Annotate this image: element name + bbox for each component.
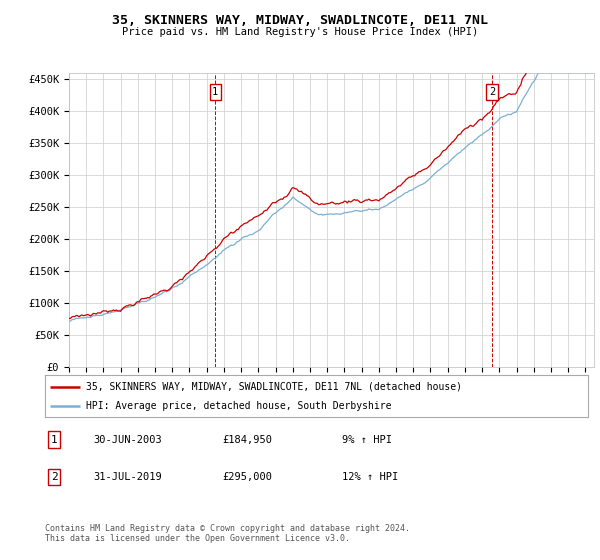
Text: 2: 2 <box>489 87 495 97</box>
Text: 1: 1 <box>212 87 218 97</box>
Text: Contains HM Land Registry data © Crown copyright and database right 2024.
This d: Contains HM Land Registry data © Crown c… <box>45 524 410 543</box>
Text: 35, SKINNERS WAY, MIDWAY, SWADLINCOTE, DE11 7NL: 35, SKINNERS WAY, MIDWAY, SWADLINCOTE, D… <box>112 14 488 27</box>
Text: 35, SKINNERS WAY, MIDWAY, SWADLINCOTE, DE11 7NL (detached house): 35, SKINNERS WAY, MIDWAY, SWADLINCOTE, D… <box>86 381 462 391</box>
Text: 31-JUL-2019: 31-JUL-2019 <box>93 472 162 482</box>
Text: 9% ↑ HPI: 9% ↑ HPI <box>342 435 392 445</box>
Text: £295,000: £295,000 <box>222 472 272 482</box>
Text: 12% ↑ HPI: 12% ↑ HPI <box>342 472 398 482</box>
Text: 1: 1 <box>50 435 58 445</box>
Text: £184,950: £184,950 <box>222 435 272 445</box>
Text: Price paid vs. HM Land Registry's House Price Index (HPI): Price paid vs. HM Land Registry's House … <box>122 27 478 37</box>
Text: 30-JUN-2003: 30-JUN-2003 <box>93 435 162 445</box>
Text: HPI: Average price, detached house, South Derbyshire: HPI: Average price, detached house, Sout… <box>86 401 391 411</box>
Text: 2: 2 <box>50 472 58 482</box>
